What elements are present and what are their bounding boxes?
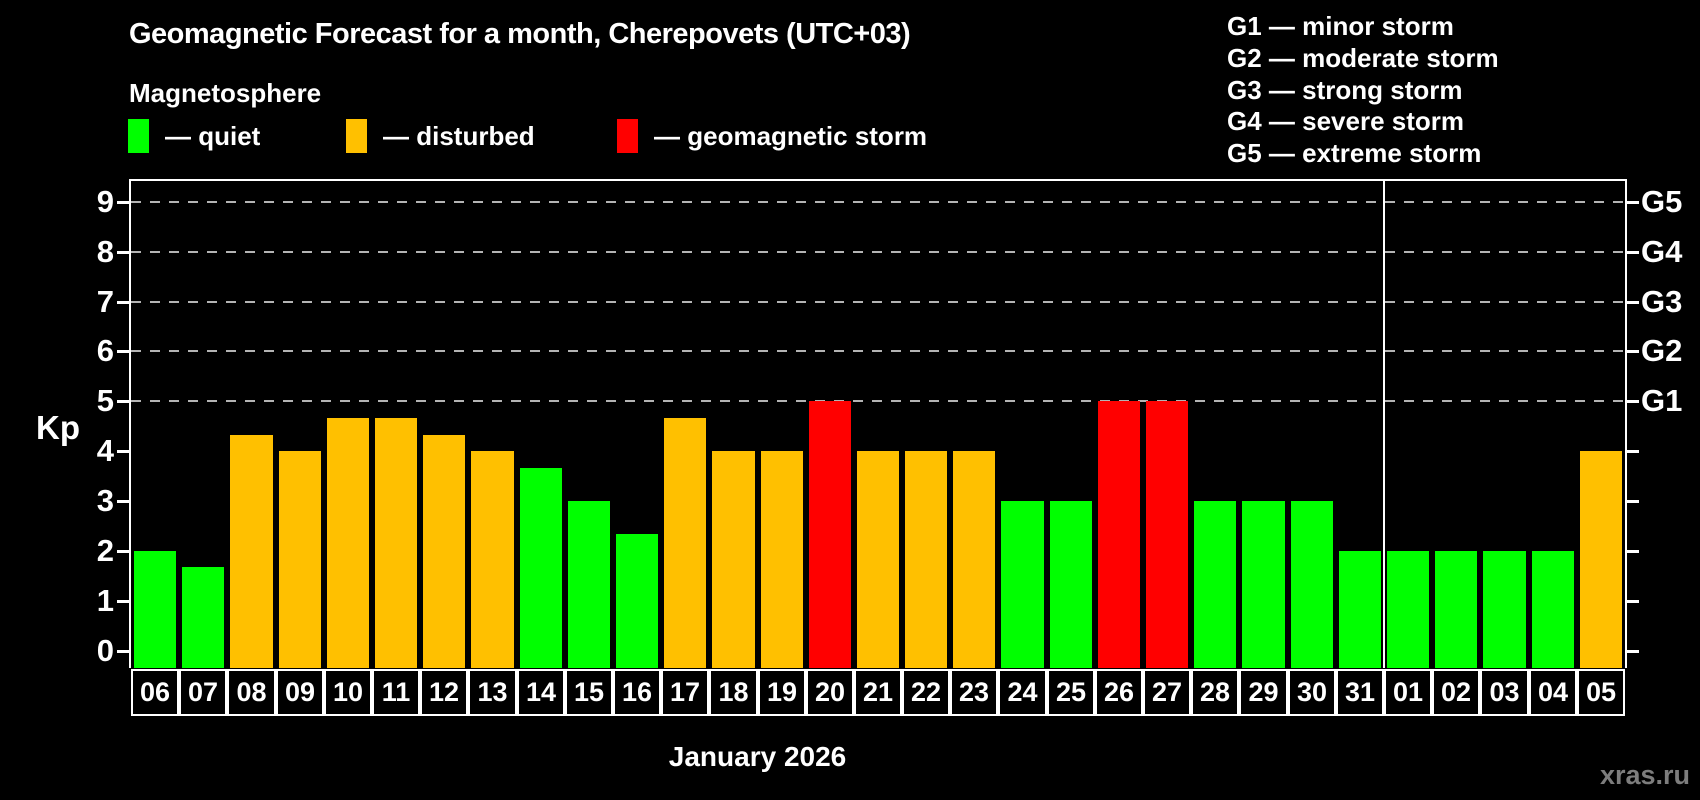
right-tick-9 xyxy=(1625,201,1639,204)
g-legend-line-4: G4 — severe storm xyxy=(1227,106,1465,137)
g-legend-line-3: G3 — strong storm xyxy=(1227,74,1463,105)
right-tick-3 xyxy=(1625,500,1639,503)
day-label-07: 07 xyxy=(179,669,227,716)
legend-label-storm: — geomagnetic storm xyxy=(654,120,928,151)
right-tick-0 xyxy=(1625,650,1639,653)
day-label-13: 13 xyxy=(468,669,517,716)
legend-item-storm: — geomagnetic storm xyxy=(617,119,927,153)
day-label-26: 26 xyxy=(1095,669,1143,716)
day-label-17: 17 xyxy=(661,669,709,716)
day-label-24: 24 xyxy=(998,669,1047,716)
legend-label-disturbed: — disturbed xyxy=(383,120,535,151)
day-label-23: 23 xyxy=(950,669,998,716)
day-label-08: 08 xyxy=(227,669,276,716)
day-label-11: 11 xyxy=(372,669,420,716)
day-label-04: 04 xyxy=(1529,669,1577,716)
legend-label-quiet: — quiet xyxy=(165,120,261,151)
month-label: January 2026 xyxy=(668,741,847,772)
watermark: xras.ru xyxy=(1599,760,1690,790)
left-tick-label-7: 7 xyxy=(96,284,114,319)
day-label-15: 15 xyxy=(565,669,613,716)
day-label-21: 21 xyxy=(854,669,902,716)
day-label-27: 27 xyxy=(1143,669,1191,716)
right-tick-label-G5: G5 xyxy=(1641,184,1683,219)
right-tick-label-G3: G3 xyxy=(1641,284,1683,319)
left-tick-label-1: 1 xyxy=(96,583,114,618)
right-tick-8 xyxy=(1625,251,1639,254)
left-tick-label-2: 2 xyxy=(96,533,114,568)
day-label-30: 30 xyxy=(1288,669,1336,716)
day-label-28: 28 xyxy=(1191,669,1239,716)
y-axis-label: Kp xyxy=(36,409,80,446)
day-label-31: 31 xyxy=(1336,669,1384,716)
right-tick-label-G4: G4 xyxy=(1641,234,1683,269)
legend-item-disturbed: — disturbed xyxy=(346,119,535,153)
legend-swatch-disturbed xyxy=(346,119,367,153)
legend-item-quiet: — quiet xyxy=(128,119,260,153)
day-label-02: 02 xyxy=(1432,669,1480,716)
g-legend-line-5: G5 — extreme storm xyxy=(1227,138,1482,169)
day-label-10: 10 xyxy=(324,669,372,716)
plot-frame xyxy=(129,179,1627,668)
g-scale-legend: G1 — minor storm G2 — moderate storm G3 — … xyxy=(1227,11,1499,170)
day-label-18: 18 xyxy=(709,669,758,716)
day-label-19: 19 xyxy=(758,669,806,716)
day-label-16: 16 xyxy=(613,669,661,716)
right-tick-6 xyxy=(1625,350,1639,353)
chart-title: Geomagnetic Forecast for a month, Cherep… xyxy=(129,18,911,50)
legend-swatch-quiet xyxy=(128,119,149,153)
left-tick-label-8: 8 xyxy=(96,234,114,269)
magnetosphere-label: Magnetosphere xyxy=(129,78,322,108)
day-label-01: 01 xyxy=(1384,669,1432,716)
day-label-12: 12 xyxy=(420,669,468,716)
left-tick-label-6: 6 xyxy=(96,333,114,368)
right-tick-7 xyxy=(1625,301,1639,304)
right-tick-1 xyxy=(1625,600,1639,603)
right-tick-label-G2: G2 xyxy=(1641,333,1683,368)
day-label-29: 29 xyxy=(1239,669,1288,716)
legend-swatch-storm xyxy=(617,119,638,153)
day-label-06: 06 xyxy=(131,669,179,716)
right-tick-4 xyxy=(1625,450,1639,453)
day-label-09: 09 xyxy=(276,669,324,716)
left-tick-label-3: 3 xyxy=(96,483,114,518)
day-label-05: 05 xyxy=(1577,669,1625,716)
g-legend-line-1: G1 — minor storm xyxy=(1227,11,1454,41)
right-tick-5 xyxy=(1625,400,1639,403)
right-tick-2 xyxy=(1625,550,1639,553)
g-legend-line-2: G2 — moderate storm xyxy=(1227,42,1499,73)
day-label-20: 20 xyxy=(806,669,854,716)
left-tick-label-9: 9 xyxy=(96,184,114,219)
left-tick-label-0: 0 xyxy=(96,633,114,668)
right-tick-label-G1: G1 xyxy=(1641,383,1683,418)
day-label-14: 14 xyxy=(517,669,565,716)
day-label-22: 22 xyxy=(902,669,950,716)
day-label-25: 25 xyxy=(1047,669,1095,716)
day-label-03: 03 xyxy=(1480,669,1529,716)
